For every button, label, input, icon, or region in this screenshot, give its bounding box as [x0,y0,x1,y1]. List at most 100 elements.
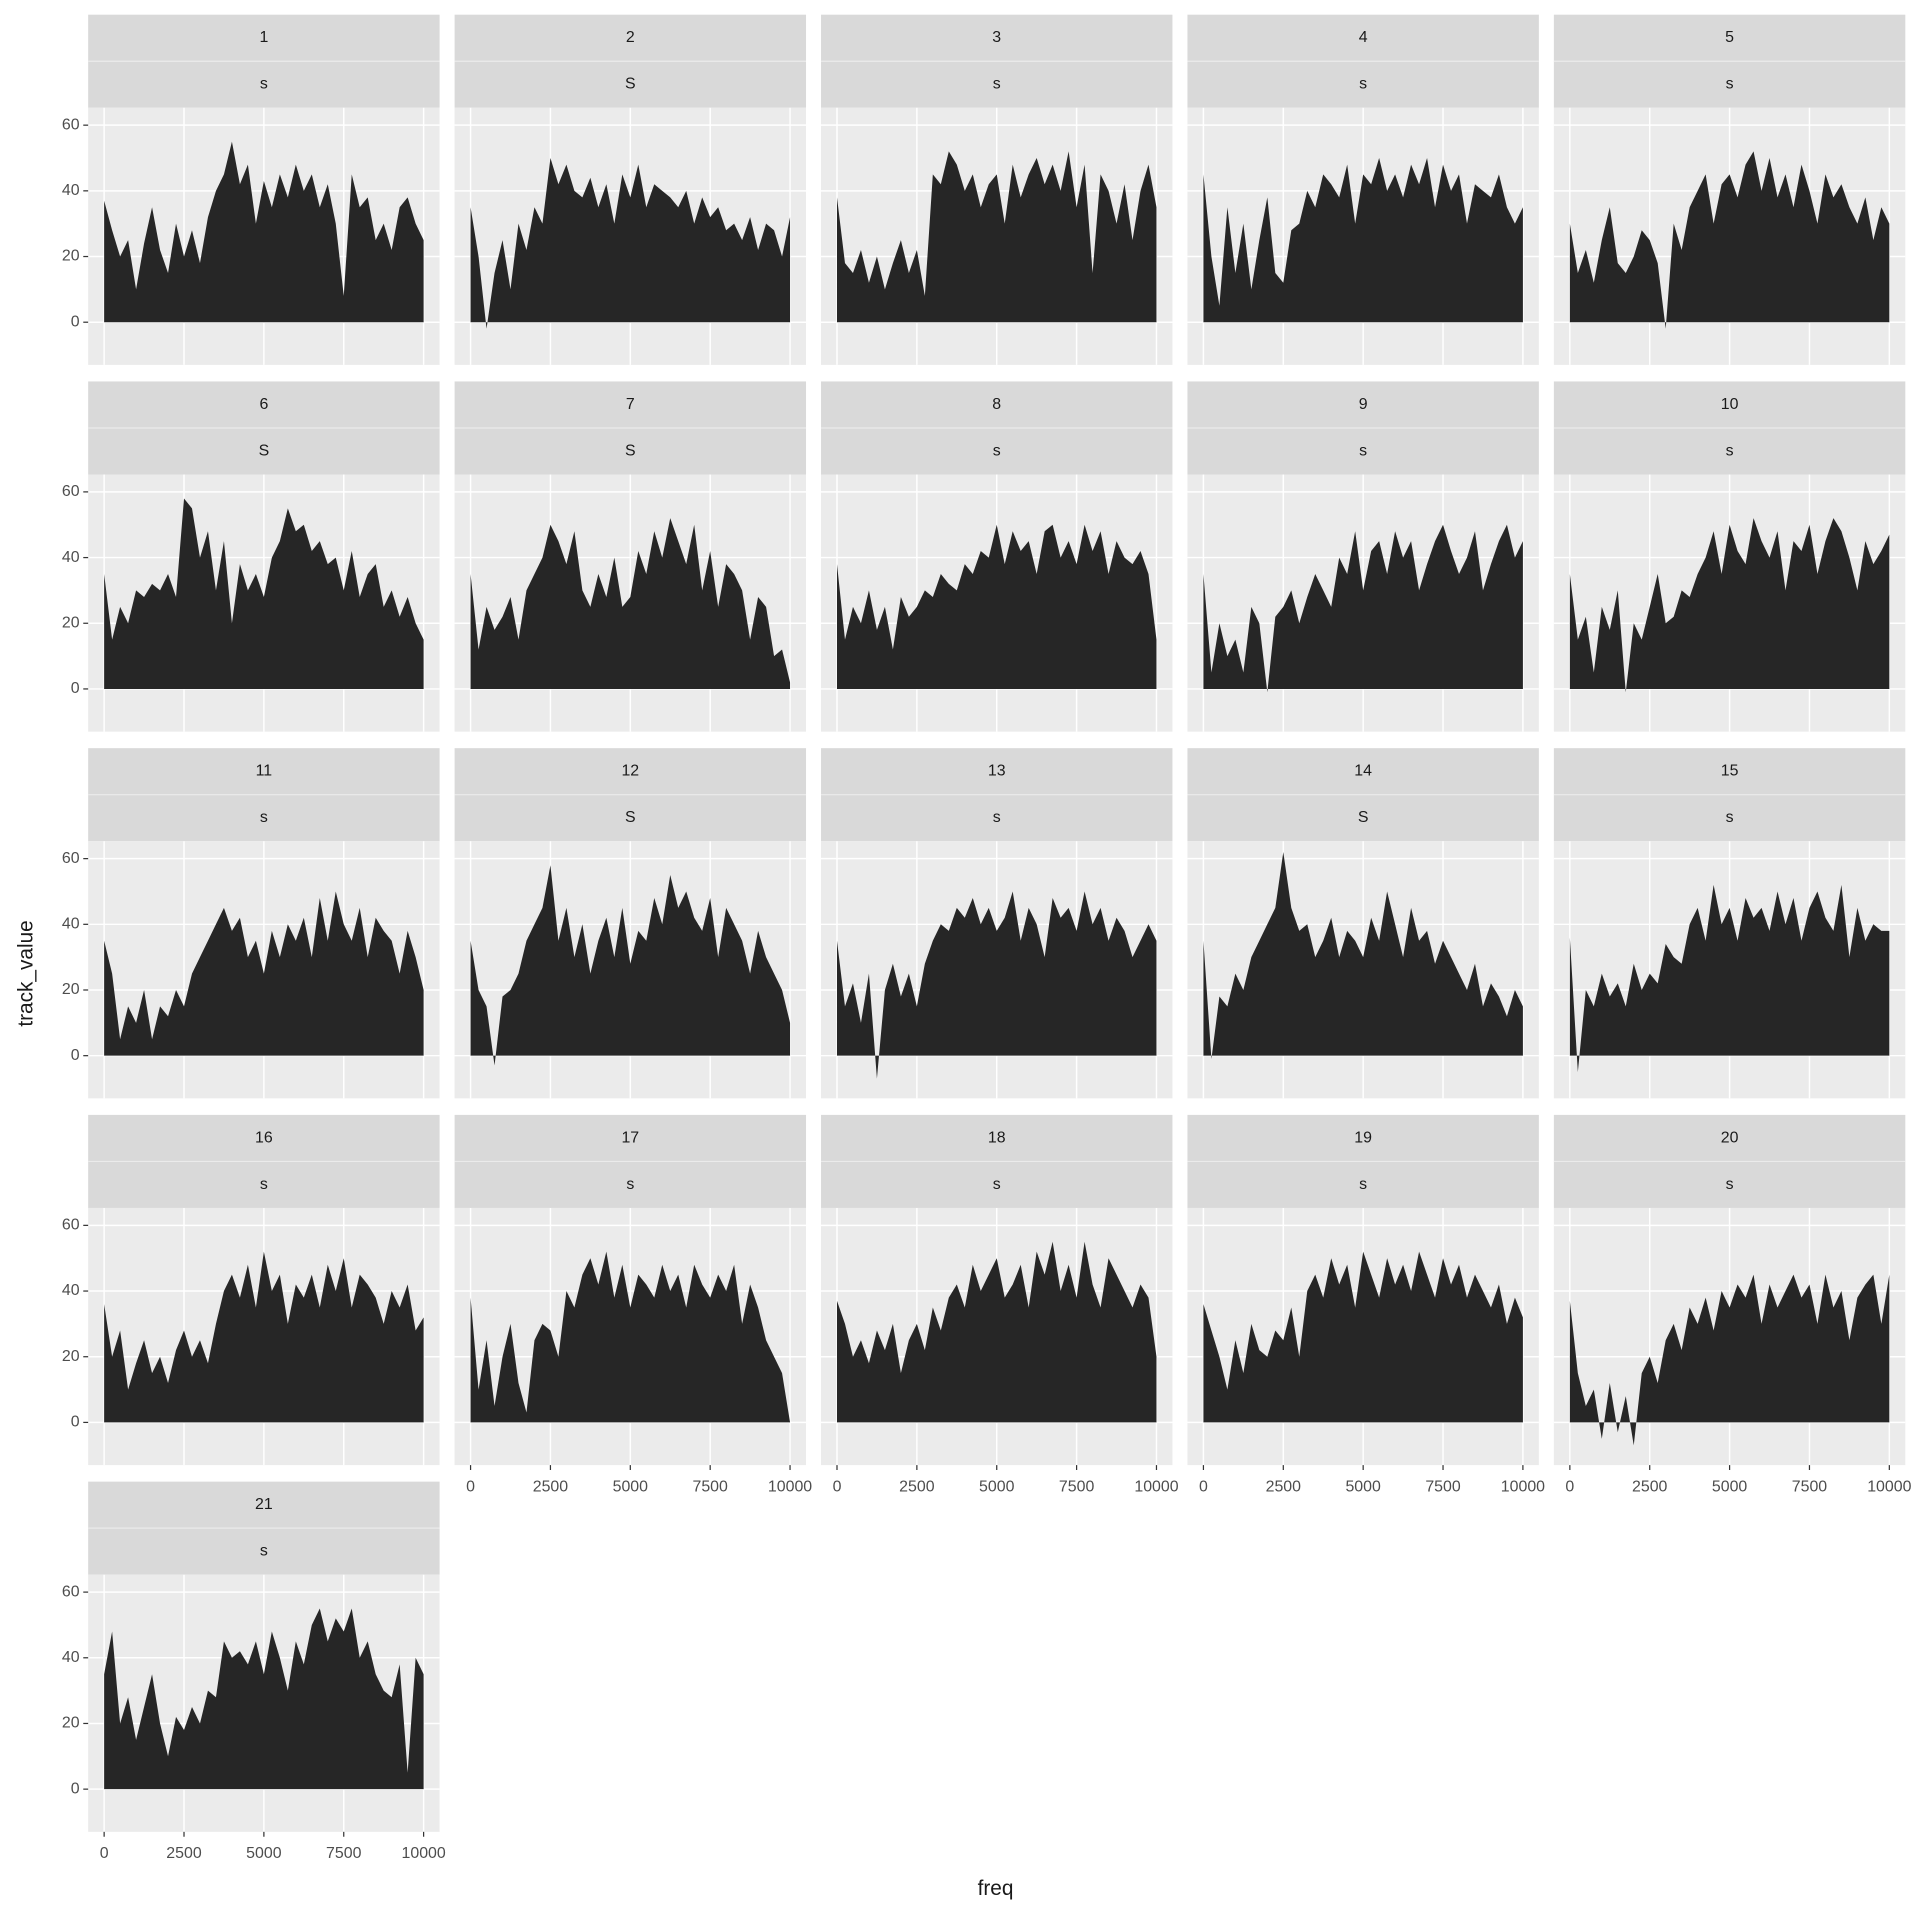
strip [88,1161,440,1208]
x-tick-label: 2500 [1632,1478,1668,1495]
strip [821,14,1173,62]
strip [454,748,807,795]
strip [88,1114,440,1162]
strip-sublabel: s [260,1176,268,1193]
x-tick-label: 0 [1565,1478,1574,1495]
strip-sublabel: s [260,76,268,93]
strip-sublabel: S [625,76,636,93]
area [470,865,791,1066]
x-tick-label: 5000 [1712,1478,1748,1495]
strip [1553,61,1906,108]
strip-sublabel: S [1358,809,1369,826]
x-tick-label: 7500 [326,1845,362,1862]
y-tick-label: 20 [62,614,80,631]
strip [821,794,1173,842]
strip [454,1161,807,1208]
strip-sublabel: s [260,1543,268,1560]
strip [1187,1114,1539,1162]
strip [454,381,807,428]
strip-label: 15 [1721,763,1739,780]
strip-sublabel: s [1359,76,1367,93]
strip-label: 13 [988,763,1006,780]
strip [454,427,807,475]
x-tick-label: 2500 [1266,1478,1302,1495]
strip-label: 1 [259,29,268,46]
area [1569,518,1890,693]
strip-label: 18 [988,1129,1006,1146]
strip-label: 7 [626,396,635,413]
x-tick-label: 7500 [1059,1478,1095,1495]
area [836,891,1157,1079]
x-tick-label: 0 [1199,1478,1208,1495]
strip-label: 20 [1721,1129,1739,1146]
y-tick-label: 20 [62,981,80,998]
strip [821,1114,1173,1162]
x-tick-label: 5000 [613,1478,649,1495]
area [1569,884,1890,1073]
strip [454,794,807,842]
x-tick-label: 5000 [979,1478,1015,1495]
strip-label: 17 [621,1129,639,1146]
y-tick-label: 0 [71,680,80,697]
y-tick-label: 20 [62,1348,80,1365]
y-tick-label: 40 [62,1282,80,1299]
y-tick-label: 20 [62,1715,80,1732]
strip [1187,61,1539,108]
strip [1553,794,1906,842]
area [1203,852,1523,1059]
x-tick-label: 7500 [1792,1478,1828,1495]
strip [821,427,1173,475]
strip-sublabel: S [259,442,270,459]
strip [1187,381,1539,428]
area [836,1241,1157,1423]
area [1203,524,1523,693]
strip-label: 12 [621,763,639,780]
x-tick-label: 7500 [692,1478,728,1495]
x-tick-label: 7500 [1425,1478,1461,1495]
strip [821,381,1173,428]
area [1569,151,1890,329]
y-tick-label: 0 [71,1780,80,1797]
y-axis-title: track_value [14,920,37,1026]
strip-sublabel: s [993,442,1001,459]
area [1203,158,1523,323]
strip-label: 21 [255,1496,273,1513]
y-tick-label: 60 [62,1217,80,1234]
x-tick-label: 2500 [899,1478,935,1495]
x-tick-label: 5000 [1345,1478,1381,1495]
strip-sublabel: S [625,809,636,826]
area [470,1251,791,1423]
strip [88,1481,440,1529]
strip-sublabel: s [1726,442,1734,459]
y-tick-label: 60 [62,483,80,500]
strip [88,748,440,795]
strip-sublabel: s [993,1176,1001,1193]
x-tick-label: 2500 [166,1845,202,1862]
x-tick-label: 0 [466,1478,475,1495]
area [104,1608,424,1790]
strip [88,14,440,62]
strip [1187,748,1539,795]
strip-label: 5 [1725,29,1734,46]
strip [454,14,807,62]
strip [1187,14,1539,62]
strip [1553,427,1906,475]
x-tick-label: 0 [833,1478,842,1495]
strip [88,381,440,428]
strip-label: 19 [1354,1129,1372,1146]
strip-label: 3 [992,29,1001,46]
strip [88,427,440,475]
strip [1187,1161,1539,1208]
strip [1553,1161,1906,1208]
x-tick-label: 10000 [768,1478,812,1495]
strip [1553,381,1906,428]
y-tick-label: 40 [62,1649,80,1666]
strip [88,794,440,842]
area [470,518,791,689]
strip-sublabel: S [625,442,636,459]
x-tick-label: 2500 [533,1478,569,1495]
strip [1553,1114,1906,1162]
x-tick-label: 5000 [246,1845,282,1862]
y-tick-label: 40 [62,182,80,199]
x-tick-label: 0 [100,1845,109,1862]
